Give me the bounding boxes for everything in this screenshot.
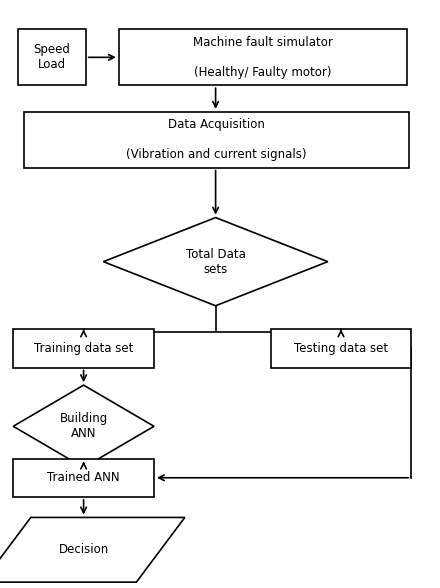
Text: Machine fault simulator

(Healthy/ Faulty motor): Machine fault simulator (Healthy/ Faulty… <box>193 36 333 79</box>
Text: Speed
Load: Speed Load <box>33 44 70 71</box>
FancyBboxPatch shape <box>119 29 407 85</box>
Polygon shape <box>13 385 154 467</box>
FancyBboxPatch shape <box>24 112 409 168</box>
Polygon shape <box>103 218 328 306</box>
Text: Building
ANN: Building ANN <box>59 412 108 440</box>
Text: Total Data
sets: Total Data sets <box>186 248 246 276</box>
FancyBboxPatch shape <box>13 459 154 497</box>
Text: Data Acquisition

(Vibration and current signals): Data Acquisition (Vibration and current … <box>126 118 307 161</box>
FancyBboxPatch shape <box>18 29 86 85</box>
Text: Decision: Decision <box>59 543 109 556</box>
FancyBboxPatch shape <box>13 329 154 368</box>
Text: Training data set: Training data set <box>34 342 133 355</box>
FancyBboxPatch shape <box>271 329 411 368</box>
Text: Testing data set: Testing data set <box>294 342 388 355</box>
Text: Trained ANN: Trained ANN <box>47 471 120 485</box>
Polygon shape <box>0 517 185 582</box>
